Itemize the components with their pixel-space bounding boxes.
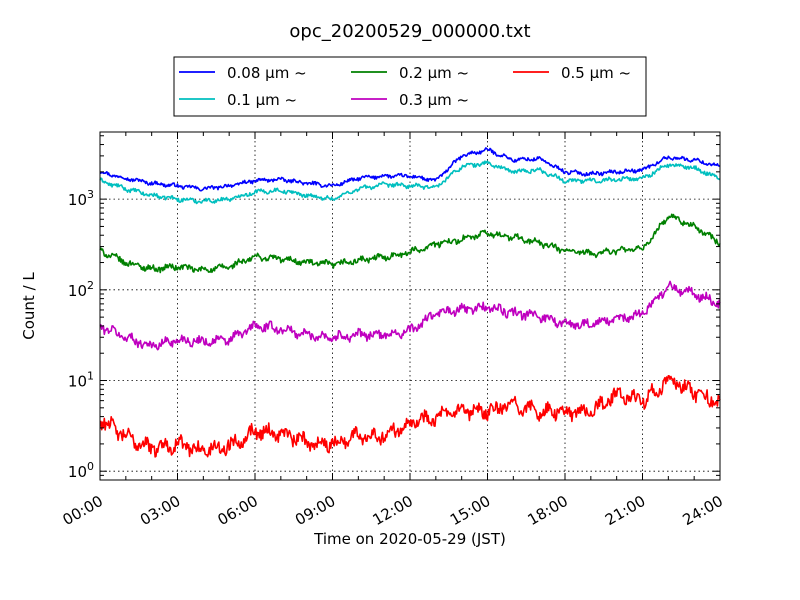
y-tick-exponent: 1 — [87, 370, 94, 383]
y-tick-exponent: 2 — [87, 279, 94, 292]
x-axis-label: Time on 2020-05-29 (JST) — [313, 530, 506, 548]
y-tick-base: 10 — [68, 373, 87, 391]
x-tick-label: 21:00 — [602, 492, 648, 529]
series-line — [99, 213, 721, 274]
y-tick-label: 103 — [68, 188, 94, 209]
x-tick-label: 03:00 — [137, 492, 183, 529]
legend-label: 0.3 μm ~ — [399, 91, 469, 109]
y-tick-label: 102 — [68, 279, 94, 300]
legend-label: 0.08 μm ~ — [227, 64, 307, 82]
y-tick-exponent: 3 — [87, 188, 94, 201]
y-tick-exponent: 0 — [87, 460, 94, 473]
legend-label: 0.1 μm ~ — [227, 91, 297, 109]
series-line — [99, 280, 721, 351]
legend-label: 0.5 μm ~ — [561, 64, 631, 82]
x-tick-label: 24:00 — [680, 492, 726, 529]
series-line — [99, 375, 721, 458]
series-line — [99, 147, 721, 192]
grid — [100, 132, 720, 480]
x-tick-label: 12:00 — [370, 492, 416, 529]
series-line — [99, 160, 721, 205]
x-tick-label: 09:00 — [292, 492, 338, 529]
y-axis-label: Count / L — [20, 272, 38, 340]
plot-frame — [99, 131, 721, 481]
y-tick-label: 100 — [68, 460, 94, 481]
legend-frame — [173, 56, 647, 117]
series-layer — [99, 147, 721, 458]
y-tick-label: 101 — [68, 370, 94, 391]
x-tick-labels: 00:00 03:00 06:00 09:00 12:00 15:00 18:00 21:00… — [60, 492, 726, 529]
y-tick-base: 10 — [68, 191, 87, 209]
x-tick-label: 15:00 — [447, 492, 493, 529]
legend: 0.08 μm ~ 0.1 μm ~ 0.2 μm ~ 0.3 μm ~ 0.5 μm … — [173, 56, 647, 117]
chart-title: opc_20200529_000000.txt — [289, 21, 530, 42]
axis-ticks — [99, 132, 721, 481]
x-tick-label: 00:00 — [60, 492, 106, 529]
y-tick-base: 10 — [68, 282, 87, 300]
y-tick-base: 10 — [68, 463, 87, 481]
x-tick-label: 18:00 — [525, 492, 571, 529]
legend-label: 0.2 μm ~ — [399, 64, 469, 82]
x-tick-label: 06:00 — [215, 492, 261, 529]
